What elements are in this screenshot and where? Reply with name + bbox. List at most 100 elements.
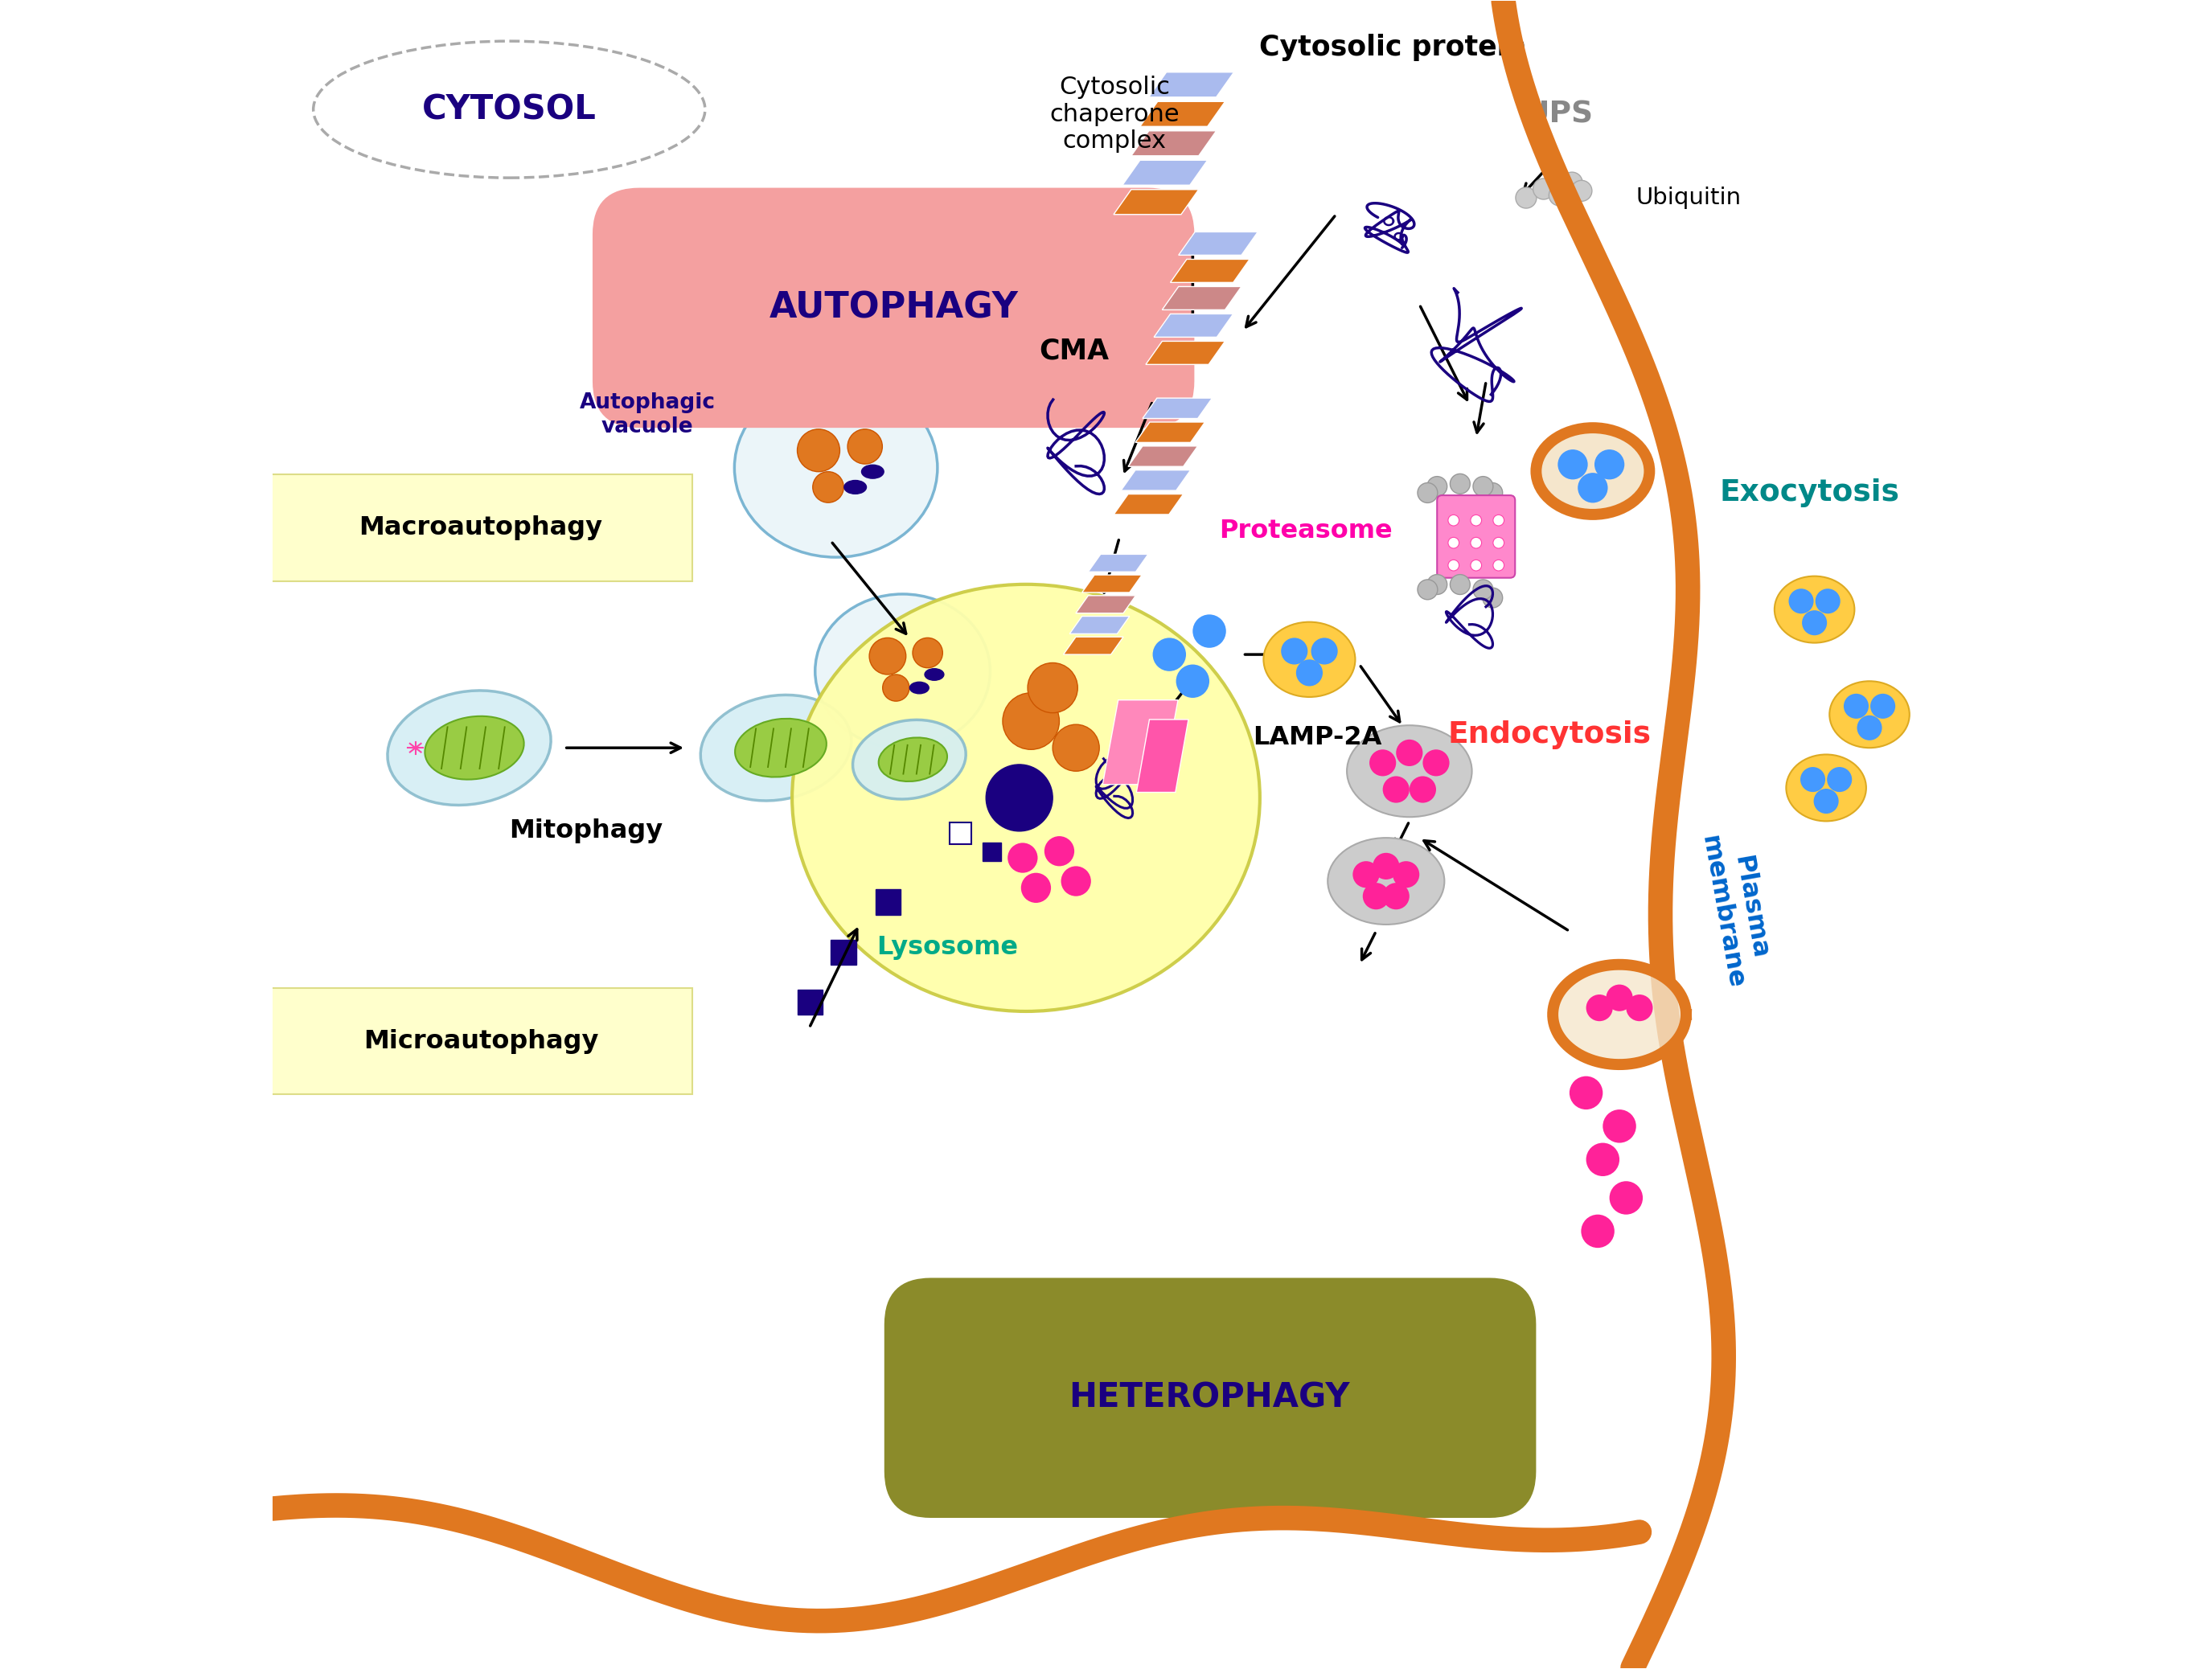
Circle shape (1422, 749, 1449, 776)
Text: CMA: CMA (1040, 337, 1110, 366)
Circle shape (1471, 537, 1482, 549)
FancyBboxPatch shape (270, 988, 692, 1095)
Circle shape (1062, 866, 1091, 896)
Circle shape (1827, 768, 1851, 793)
Ellipse shape (1535, 427, 1650, 514)
Circle shape (1586, 1143, 1619, 1177)
Circle shape (1816, 589, 1840, 614)
Polygon shape (1148, 72, 1234, 97)
Circle shape (1354, 861, 1380, 888)
Circle shape (1009, 843, 1037, 873)
Ellipse shape (1774, 576, 1854, 643)
Ellipse shape (387, 691, 551, 804)
Ellipse shape (734, 379, 938, 557)
Bar (832, 940, 856, 965)
Ellipse shape (1327, 838, 1444, 925)
Circle shape (1871, 694, 1896, 719)
Circle shape (1281, 638, 1307, 664)
Circle shape (869, 638, 907, 674)
Polygon shape (1179, 232, 1259, 255)
Polygon shape (1102, 699, 1179, 784)
Text: Macroautophagy: Macroautophagy (358, 516, 602, 541)
Text: AUTOPHAGY: AUTOPHAGY (770, 290, 1020, 325)
Polygon shape (1128, 446, 1197, 466)
Circle shape (1482, 482, 1502, 502)
Text: Endocytosis: Endocytosis (1447, 719, 1650, 749)
Ellipse shape (854, 719, 967, 799)
Circle shape (1626, 995, 1652, 1021)
Circle shape (1427, 574, 1447, 594)
Bar (982, 843, 1002, 861)
Circle shape (1369, 749, 1396, 776)
FancyBboxPatch shape (885, 1278, 1535, 1517)
Polygon shape (1064, 638, 1124, 654)
Circle shape (1610, 1182, 1644, 1215)
Circle shape (1449, 537, 1460, 549)
Circle shape (1482, 587, 1502, 608)
Circle shape (1029, 663, 1077, 713)
Circle shape (1374, 853, 1400, 880)
Circle shape (1473, 579, 1493, 599)
Circle shape (1557, 449, 1588, 479)
Polygon shape (1553, 965, 1686, 1065)
Ellipse shape (814, 594, 991, 748)
Ellipse shape (909, 683, 929, 694)
Polygon shape (1139, 102, 1225, 127)
Ellipse shape (792, 584, 1261, 1011)
Circle shape (1177, 664, 1210, 698)
Circle shape (1803, 611, 1827, 636)
Ellipse shape (1785, 754, 1867, 821)
Polygon shape (1121, 160, 1208, 185)
Ellipse shape (845, 481, 867, 494)
Circle shape (1394, 861, 1420, 888)
Circle shape (796, 429, 841, 472)
Circle shape (1790, 589, 1814, 614)
Text: Proteasome: Proteasome (1219, 519, 1394, 544)
Circle shape (1053, 724, 1099, 771)
Ellipse shape (734, 719, 827, 778)
Text: Plasma
membrane: Plasma membrane (1697, 828, 1776, 990)
Circle shape (1562, 172, 1582, 194)
Circle shape (1449, 514, 1460, 526)
FancyBboxPatch shape (1438, 496, 1515, 577)
Polygon shape (1155, 314, 1234, 337)
Polygon shape (1135, 422, 1206, 442)
Text: Cytosolic
chaperone
complex: Cytosolic chaperone complex (1048, 75, 1179, 154)
Polygon shape (1075, 596, 1135, 613)
Circle shape (1002, 693, 1060, 749)
Circle shape (1571, 1077, 1604, 1110)
Text: Lysosome: Lysosome (876, 935, 1018, 960)
Circle shape (1296, 659, 1323, 686)
Circle shape (1451, 474, 1471, 494)
FancyBboxPatch shape (270, 474, 692, 581)
Polygon shape (1137, 719, 1188, 793)
Circle shape (1022, 873, 1051, 903)
Ellipse shape (860, 466, 885, 479)
Ellipse shape (701, 694, 852, 801)
Circle shape (1451, 574, 1471, 594)
Text: HETEROPHAGY: HETEROPHAGY (1068, 1380, 1349, 1415)
Circle shape (1515, 187, 1537, 209)
Circle shape (1858, 716, 1882, 741)
Circle shape (1312, 638, 1338, 664)
Circle shape (1427, 476, 1447, 496)
Circle shape (1604, 1110, 1637, 1143)
Polygon shape (1161, 287, 1241, 310)
Bar (799, 990, 823, 1015)
Polygon shape (1088, 554, 1148, 572)
Polygon shape (1146, 340, 1225, 364)
Circle shape (1418, 579, 1438, 599)
Text: CYTOSOL: CYTOSOL (422, 92, 597, 127)
Polygon shape (1130, 130, 1217, 155)
Ellipse shape (314, 42, 706, 179)
Text: LAMP-2A: LAMP-2A (1252, 726, 1382, 751)
Circle shape (847, 429, 883, 464)
Circle shape (1533, 179, 1555, 199)
Circle shape (1044, 836, 1075, 866)
Circle shape (1493, 559, 1504, 571)
Circle shape (1548, 185, 1571, 205)
Text: Ubiquitin: Ubiquitin (1637, 187, 1741, 209)
Circle shape (1471, 514, 1482, 526)
Bar (876, 890, 900, 915)
Ellipse shape (925, 669, 945, 681)
